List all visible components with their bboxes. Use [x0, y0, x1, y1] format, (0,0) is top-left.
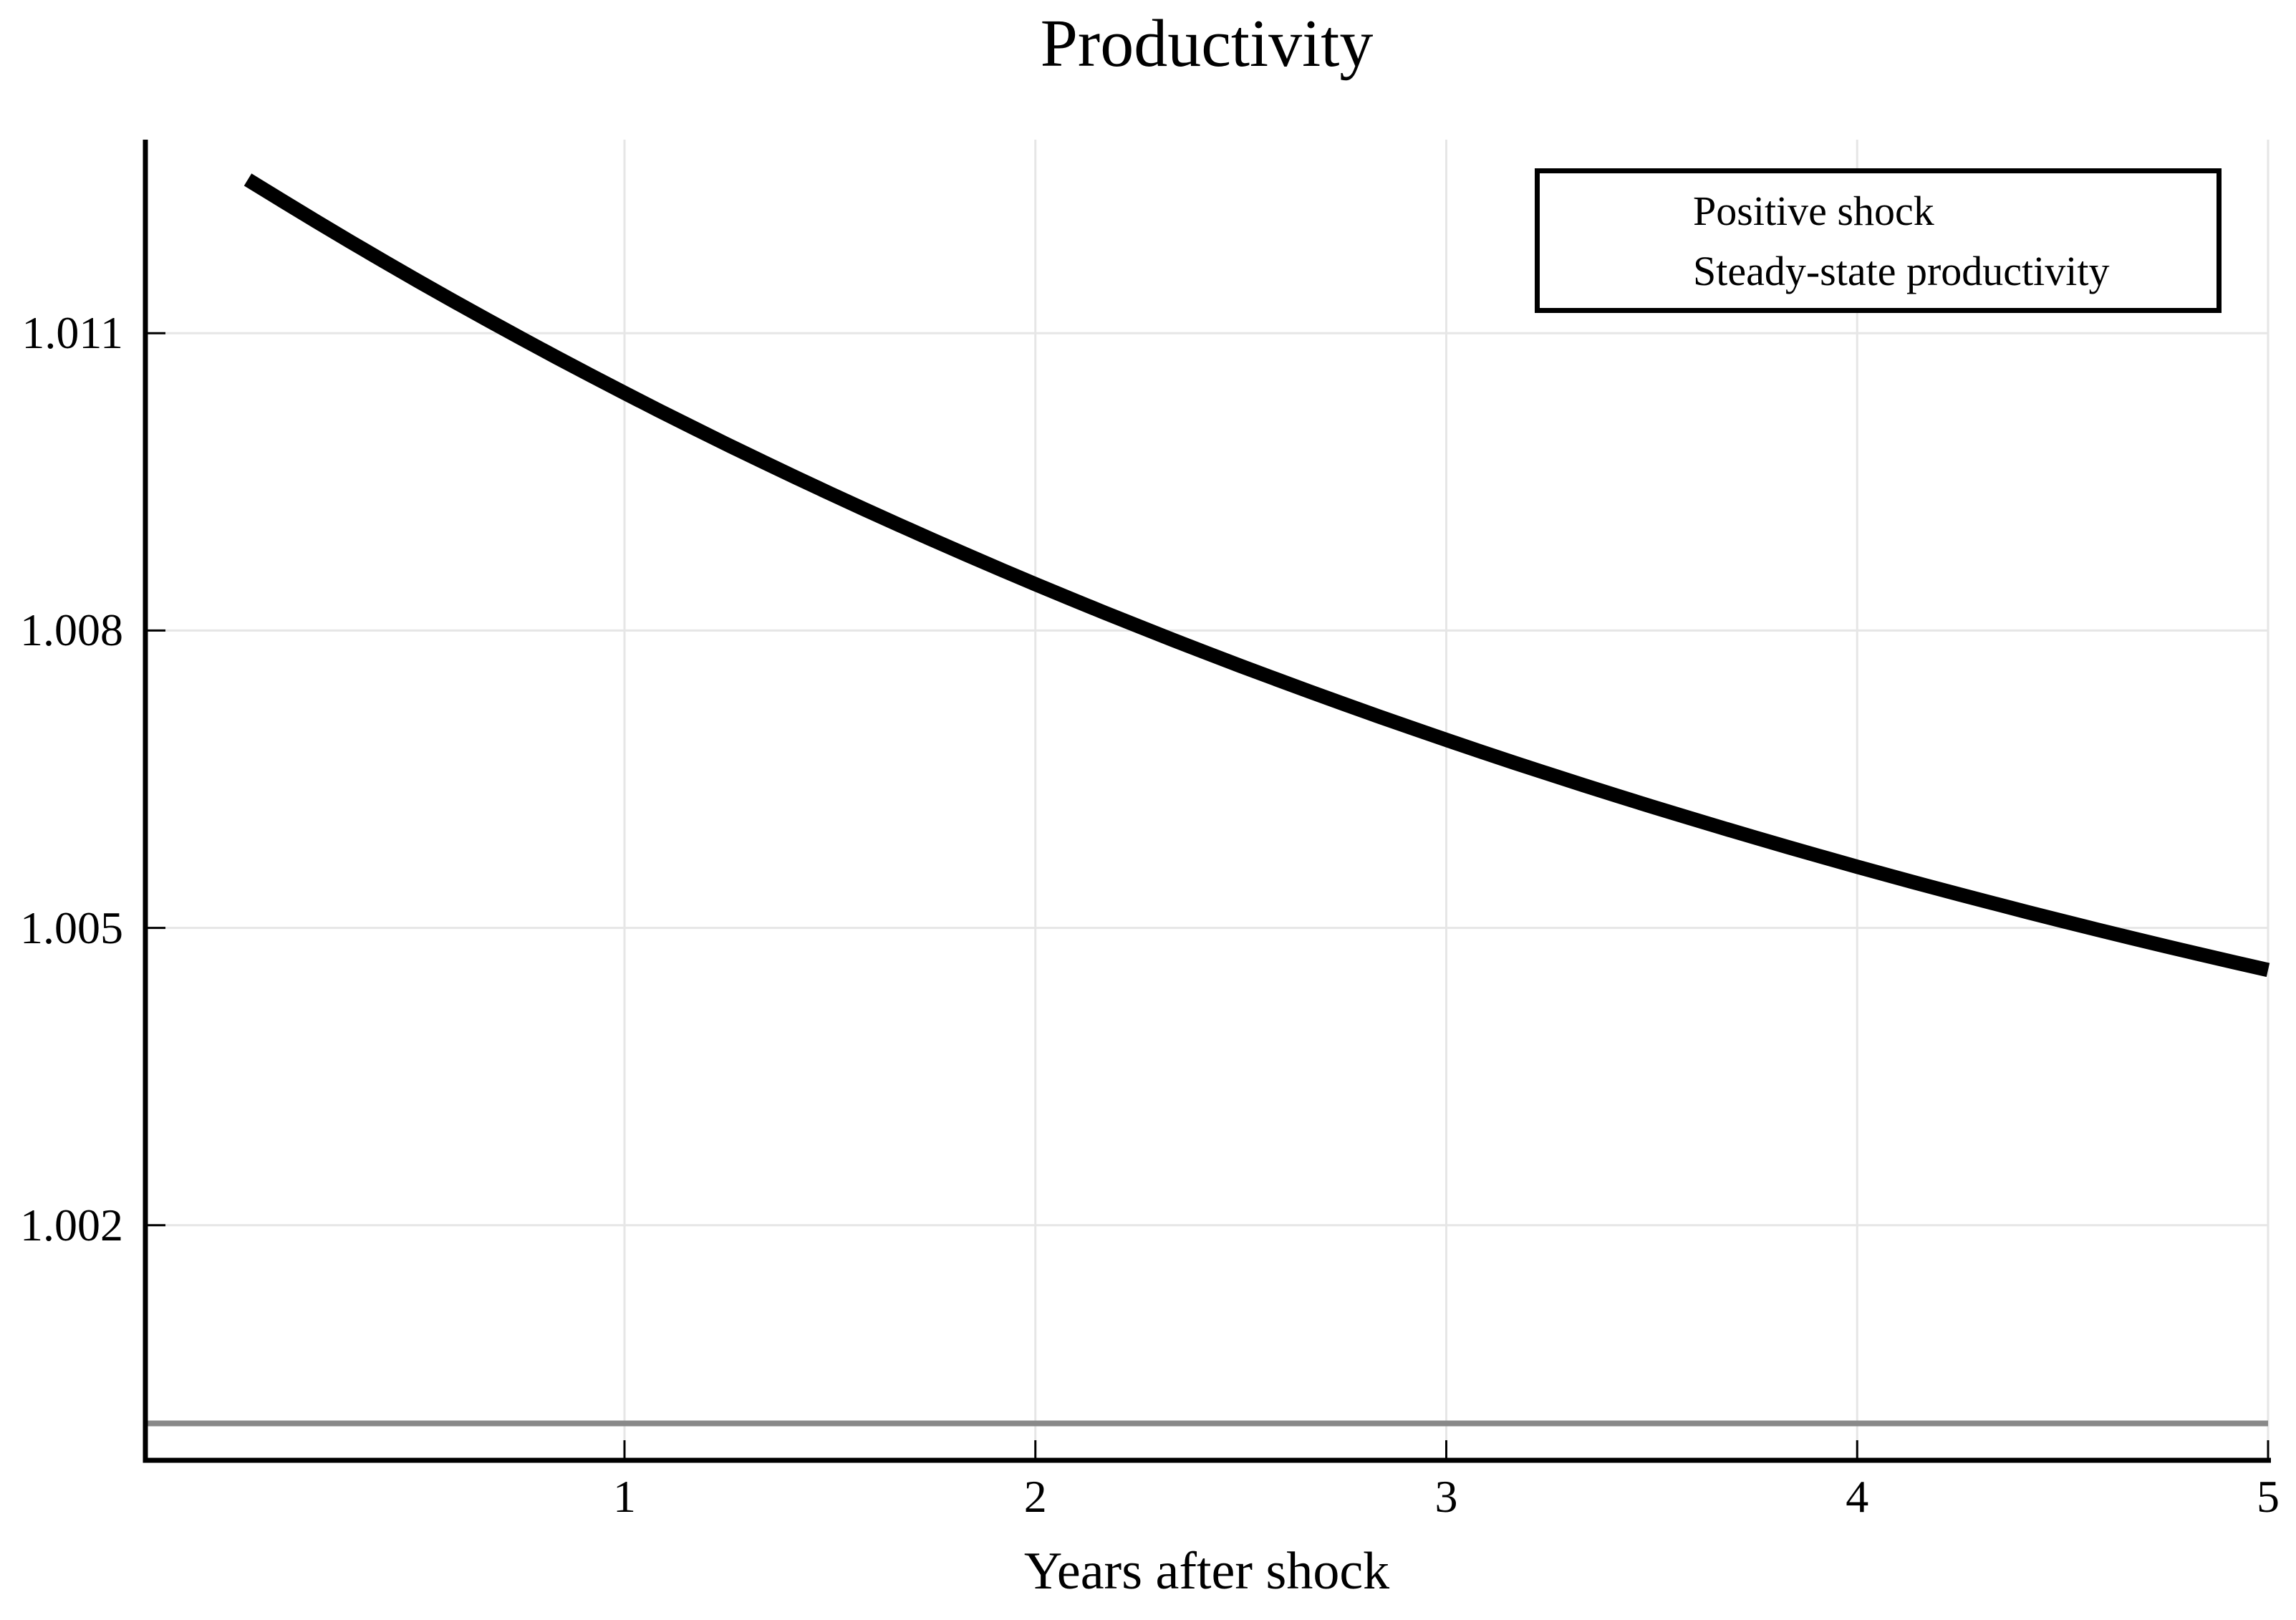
- x-tick-label: 3: [1434, 1471, 1458, 1522]
- x-axis-label: Years after shock: [1023, 1542, 1390, 1601]
- x-tick-label: 4: [1846, 1471, 1869, 1522]
- y-tick-label: 1.005: [20, 902, 123, 953]
- y-tick-label: 1.011: [21, 307, 123, 359]
- positive-shock-line-icon: [1558, 203, 1653, 218]
- y-tick-label: 1.002: [20, 1199, 123, 1250]
- series-line-positive-shock: [243, 173, 2270, 978]
- legend-label-steady-state: Steady-state productivity: [1693, 247, 2110, 294]
- legend-label-positive-shock: Positive shock: [1693, 187, 1934, 234]
- y-tick-label: 1.008: [20, 604, 123, 656]
- x-tick-label: 1: [612, 1471, 636, 1522]
- legend: Positive shock Steady-state productivity: [1535, 168, 2222, 313]
- steady-state-line-icon: [1558, 268, 1653, 274]
- x-tick-label: 5: [2257, 1471, 2280, 1522]
- chart-title: Productivity: [1040, 6, 1374, 81]
- legend-row-positive-shock: Positive shock: [1540, 180, 2217, 241]
- x-tick-label: 2: [1023, 1471, 1047, 1522]
- legend-row-steady-state: Steady-state productivity: [1540, 241, 2217, 301]
